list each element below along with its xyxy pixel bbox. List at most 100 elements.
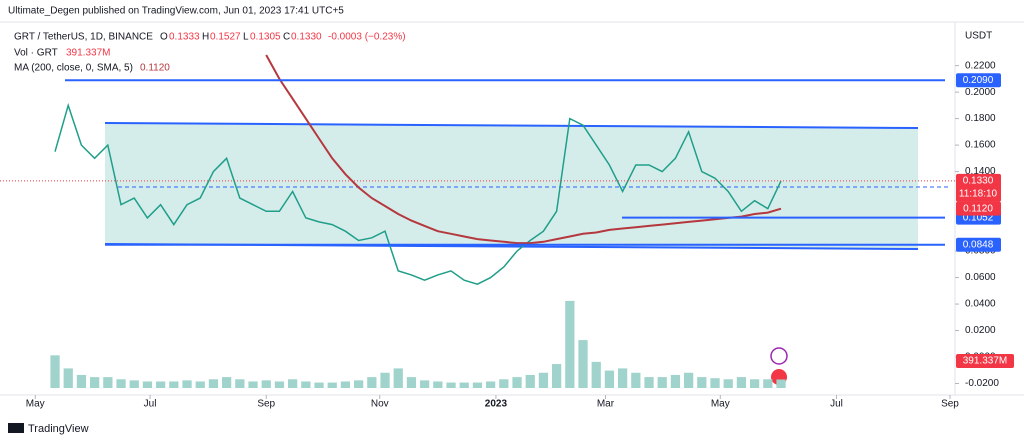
volume-bar <box>420 380 430 388</box>
volume-bar <box>406 377 417 388</box>
volume-bar <box>261 380 271 388</box>
volume-bar <box>90 377 100 388</box>
ma-label-box <box>956 201 1001 216</box>
y-tick-label: 0.1600 <box>965 140 996 151</box>
volume-bar <box>763 379 773 388</box>
symbol: GRT / TetherUS, 1D, BINANCE <box>14 32 153 43</box>
event-icon[interactable] <box>770 347 788 365</box>
y-tick-label: 0.0200 <box>965 325 996 336</box>
volume-bar <box>129 380 139 388</box>
x-tick-label: Jul <box>144 399 157 410</box>
volume-bar <box>446 382 456 388</box>
volume-bar <box>288 379 298 388</box>
volume-bar <box>472 382 483 388</box>
level-label: 0.0848 <box>963 239 994 250</box>
volume-bar <box>301 381 311 388</box>
y-tick-label: 0.1400 <box>965 166 996 177</box>
published-line: Ultimate_Degen published on TradingView.… <box>8 6 344 17</box>
volume-bar <box>116 379 126 388</box>
x-tick-label: Jul <box>830 399 843 410</box>
volume-bar <box>380 372 390 388</box>
volume-bar <box>367 377 377 388</box>
last-price-box <box>956 173 1001 202</box>
volume-bar <box>459 382 469 388</box>
volume-bar <box>433 381 443 388</box>
volume-bar <box>776 379 786 388</box>
channel <box>105 123 918 249</box>
volume-bar <box>512 377 522 388</box>
volume-bar <box>208 379 219 388</box>
volume-bar <box>710 378 720 388</box>
ohlc-o-value: 0.1333 <box>169 32 200 43</box>
volume-bar <box>195 381 205 388</box>
ohlc-o: O <box>160 32 168 43</box>
volume-bar <box>486 381 496 388</box>
ohlc-change: -0.0003 (−0.23%) <box>328 32 406 43</box>
series-line <box>54 102 782 286</box>
ma-value: 0.1120 <box>140 63 170 74</box>
ohlc-c: C <box>283 32 290 43</box>
volume-bar <box>103 377 113 388</box>
volume-bar <box>525 374 535 388</box>
header-legend: GRT / TetherUS, 1D, BINANCE O 0.1333 H 0… <box>14 32 406 74</box>
y-tick-label: 0.2000 <box>965 87 996 98</box>
volume-bar <box>697 377 707 388</box>
volume-bar <box>552 364 562 388</box>
volume-bar <box>222 377 232 388</box>
ohlc-c-value: 0.1330 <box>291 32 322 43</box>
y-tick-label: -0.0200 <box>965 378 999 389</box>
volume-bar <box>354 380 364 388</box>
level-label-box <box>956 237 1001 252</box>
countdown: 11:18:10 <box>959 188 998 199</box>
last-price-label: 0.1330 <box>963 175 994 186</box>
volume-bar <box>538 372 549 388</box>
volume-bar <box>142 381 153 388</box>
ohlc-l-value: 0.1305 <box>250 32 281 43</box>
x-tick-label: Nov <box>371 399 389 410</box>
volume-bar <box>670 374 681 388</box>
ohlc-h-value: 0.1527 <box>210 32 241 43</box>
volume-bar <box>644 377 654 388</box>
volume-bar <box>63 368 73 388</box>
volume-bar <box>274 381 285 388</box>
volume-bar <box>723 379 733 388</box>
volume-bar <box>314 382 324 388</box>
level-label: 0.1052 <box>963 212 994 223</box>
volume-bar <box>618 368 628 388</box>
volume-bar <box>235 379 245 388</box>
volume-bar <box>736 377 747 388</box>
volume-bar <box>393 368 403 388</box>
level-label-box <box>956 73 1001 88</box>
y-tick-label: 0.0600 <box>965 272 996 283</box>
x-tick-label: May <box>711 399 730 410</box>
ma-label: 0.1120 <box>963 203 993 214</box>
volume-label-box <box>956 354 1014 368</box>
x-tick-label: Sep <box>941 399 959 410</box>
volume-bar <box>76 374 87 388</box>
volume-bar <box>182 380 192 388</box>
volume-name: Vol · GRT <box>14 48 58 59</box>
volume-bar <box>50 355 60 388</box>
brand: TradingView <box>28 423 89 435</box>
ohlc-l: L <box>243 32 249 43</box>
x-tick-label: 2023 <box>485 399 508 410</box>
ohlc-h: H <box>202 32 209 43</box>
ma-name: MA (200, close, 0, SMA, 5) <box>14 63 133 74</box>
level-label: 0.2090 <box>963 75 994 86</box>
y-tick-label: 0.2200 <box>965 60 996 71</box>
volume-bar <box>327 382 337 388</box>
volume-bar <box>499 379 509 388</box>
y-tick-label: 0.0400 <box>965 299 996 310</box>
volume-bar <box>750 379 760 388</box>
volume-bar <box>591 361 601 388</box>
x-tick-label: May <box>26 399 45 410</box>
currency: USDT <box>965 31 992 42</box>
y-tick-label: 0.1800 <box>965 113 996 124</box>
x-tick-label: Mar <box>597 399 615 410</box>
volume-bar <box>684 372 694 388</box>
volume-bar <box>565 300 575 388</box>
channel-top <box>104 122 919 129</box>
volume-bar <box>631 372 641 388</box>
